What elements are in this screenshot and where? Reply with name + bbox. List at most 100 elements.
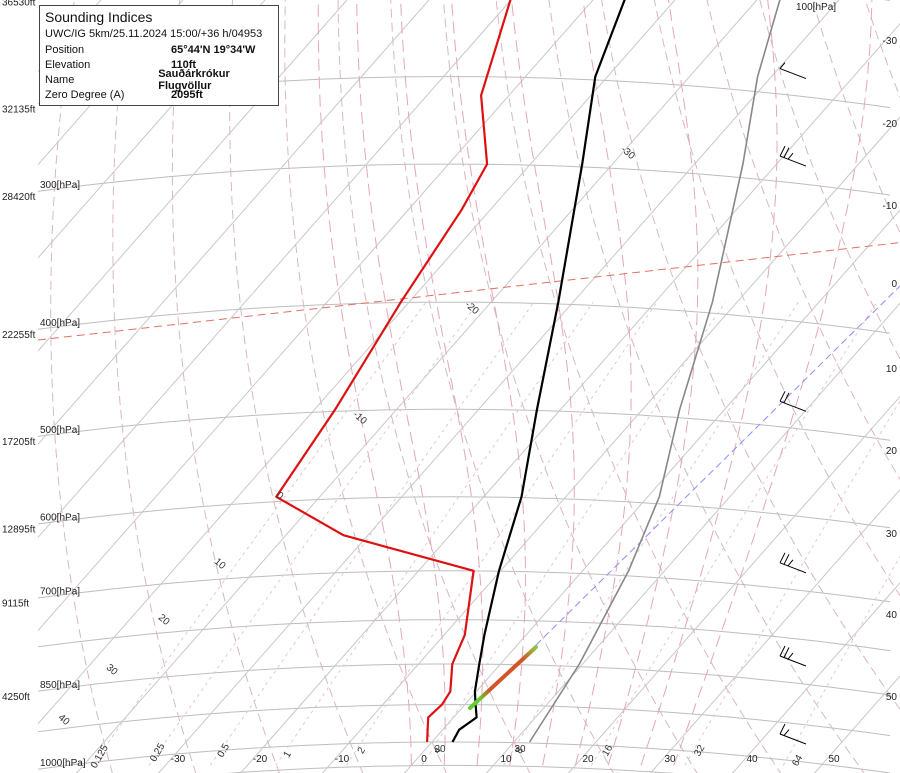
wind-barb-feather — [779, 145, 786, 157]
altitude-label: 9115ft — [2, 599, 29, 610]
wind-barb-feather — [779, 552, 786, 564]
wind-barb-feather — [787, 652, 794, 660]
right-temperature-label: 50 — [886, 692, 898, 703]
info-row-position: Position 65°44'N 19°34'W — [45, 42, 273, 57]
dry-adiabat-label: 40 — [56, 712, 72, 728]
dry-adiabat-line — [706, 0, 900, 481]
info-row-elevation: Elevation 110ft — [45, 57, 273, 72]
tropopause-line — [38, 242, 899, 341]
info-value: Sauðárkrókur Flugvöllur — [158, 67, 230, 92]
dry-adiabat-label: 30 — [104, 662, 120, 678]
wind-barb-feather — [783, 647, 790, 658]
mixing-ratio-line — [345, 301, 658, 766]
info-label: Name — [45, 73, 75, 86]
info-label: Elevation — [45, 58, 91, 71]
wind-barb-feather — [779, 723, 786, 735]
dry-adiabat-line — [112, 0, 197, 773]
mixing-ratio-line — [148, 301, 479, 766]
moist-adiabat-line — [640, 0, 778, 766]
wind-barb-feather — [783, 147, 790, 158]
dry-adiabat-label: 20 — [434, 744, 446, 755]
wind-barb-shaft — [779, 655, 807, 667]
temperature-tick-label: -20 — [253, 754, 268, 765]
altitude-label: 17205ft — [2, 437, 36, 448]
isobar-line — [38, 663, 891, 696]
mixing-ratio-label: 2 — [356, 745, 369, 756]
mixing-ratio-label: 16 — [600, 743, 615, 759]
mixing-ratio-line — [684, 399, 900, 766]
temperature-tick-label: 30 — [664, 754, 676, 765]
wind-barb-shaft — [779, 155, 807, 167]
wind-barb — [779, 645, 807, 667]
temperature-tick-label: -30 — [171, 754, 186, 765]
wind-barb — [779, 723, 807, 745]
wind-barb-feather — [787, 152, 794, 160]
wind-barb-shaft — [779, 68, 807, 80]
isotherm-line — [0, 0, 726, 773]
dry-adiabat-line — [284, 0, 447, 773]
isotherm-line — [239, 23, 900, 773]
temperature-tick-label: 50 — [828, 754, 840, 765]
model-run-line: UWC/IG 5km/25.11.2024 15:00/+36 h/04953 — [45, 28, 263, 40]
isobar-line — [225, 764, 676, 773]
wind-barb — [779, 145, 807, 167]
mixing-ratio-line — [91, 301, 427, 766]
isobar-line — [38, 570, 891, 603]
mixing-ratio-label: 0.25 — [148, 741, 167, 764]
dry-adiabat-line — [861, 0, 900, 773]
isobar-line — [38, 704, 891, 737]
right-temperature-label: -20 — [883, 119, 898, 130]
info-label: Zero Degree (A) — [45, 88, 125, 101]
temperature-tick-label: 0 — [421, 754, 427, 765]
mixing-ratio-label: 4 — [432, 745, 445, 756]
isotherm-line — [567, 395, 900, 773]
dry-adiabat-line — [229, 0, 364, 773]
sounding-indices-panel: Sounding Indices UWC/IG 5km/25.11.2024 1… — [39, 5, 279, 106]
pressure-level-label: 850[hPa] — [40, 680, 80, 691]
dry-adiabat-line — [337, 0, 531, 773]
mixing-ratio-label: 8 — [514, 745, 527, 756]
pressure-level-label: 300[hPa] — [40, 180, 80, 191]
pressure-level-label: 700[hPa] — [40, 587, 80, 598]
pressure-level-label: 400[hPa] — [40, 318, 80, 329]
lcl-segment — [468, 645, 538, 710]
reference-lines-layer — [38, 242, 900, 646]
dry-adiabat-line — [548, 0, 865, 773]
isobar-line — [38, 619, 891, 652]
dry-adiabat-line — [653, 0, 900, 597]
moist-adiabat-line — [673, 0, 873, 766]
wind-barb-feather — [783, 729, 790, 736]
mixing-ratio-line — [275, 301, 594, 766]
dry-adiabat-label: 30 — [514, 744, 526, 755]
right-temperature-label: -10 — [883, 201, 898, 212]
dry-adiabat-line — [759, 0, 900, 360]
wind-barb — [779, 62, 807, 80]
wind-barb-shaft — [779, 733, 807, 745]
pressure-level-label: 500[hPa] — [40, 425, 80, 436]
isotherm-line — [403, 209, 900, 773]
right-temperature-label: -30 — [883, 36, 898, 47]
wind-barb-feather — [779, 645, 786, 657]
mixing-ratio-label: 1 — [282, 749, 295, 760]
moist-adiabat-line — [574, 0, 632, 766]
dry-adiabat-line — [390, 0, 615, 773]
wind-barb-layer — [779, 62, 807, 745]
info-row-name: Name Sauðárkrókur Flugvöllur — [45, 68, 273, 92]
dry-adiabat-line — [601, 0, 900, 711]
wind-barb-feather — [783, 392, 790, 404]
wind-barb-feather — [779, 391, 786, 402]
altitude-label: 36530ft — [2, 0, 36, 8]
moist-adiabat-line — [400, 0, 484, 766]
dry-adiabat-line — [495, 0, 782, 773]
moist-adiabat-layer — [317, 0, 873, 766]
right-temperature-label: 40 — [886, 610, 898, 621]
temperature-tick-label: 40 — [746, 754, 758, 765]
right-temperature-label: 30 — [886, 529, 898, 540]
altitude-label: 12895ft — [2, 525, 36, 536]
dry-adiabat-layer — [50, 0, 900, 773]
dry-adiabat-label: -10 — [351, 409, 369, 427]
wind-barb-feather — [783, 554, 790, 565]
isobar-line — [38, 301, 891, 334]
